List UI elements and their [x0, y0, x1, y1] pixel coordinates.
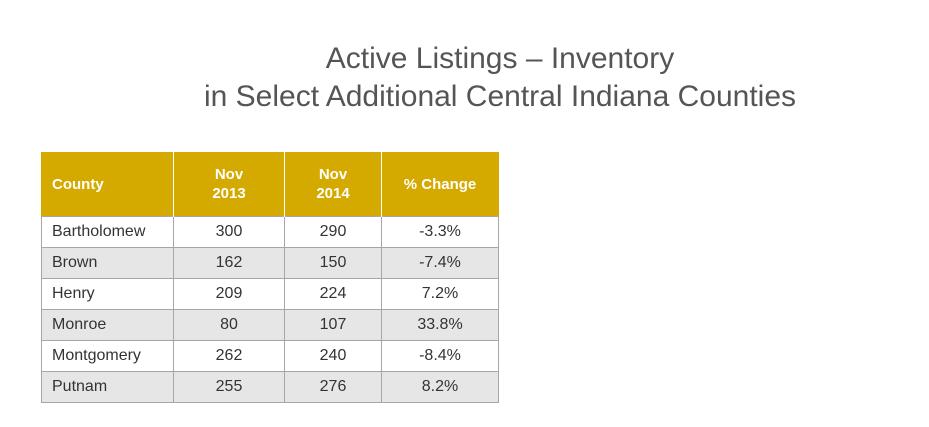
table-row: Brown 162 150 -7.4%	[41, 247, 499, 279]
cell-county: Putnam	[41, 371, 174, 403]
cell-percent-change: 8.2%	[381, 371, 499, 403]
cell-nov-2014: 276	[284, 371, 382, 403]
cell-county: Bartholomew	[41, 216, 174, 248]
table-row: Monroe 80 107 33.8%	[41, 309, 499, 341]
cell-nov-2013: 80	[173, 309, 285, 341]
cell-percent-change: 33.8%	[381, 309, 499, 341]
cell-percent-change: -8.4%	[381, 340, 499, 372]
header-nov-2014-month: Nov	[318, 166, 348, 183]
cell-nov-2014: 150	[284, 247, 382, 279]
table-row: Putnam 255 276 8.2%	[41, 371, 499, 403]
header-nov-2013-year: 2013	[212, 185, 246, 202]
table-row: Bartholomew 300 290 -3.3%	[41, 216, 499, 248]
cell-county: Henry	[41, 278, 174, 310]
cell-nov-2013: 209	[173, 278, 285, 310]
cell-percent-change: -7.4%	[381, 247, 499, 279]
cell-nov-2013: 262	[173, 340, 285, 372]
header-nov-2014-year: 2014	[316, 185, 350, 202]
slide-title-line-1: Active Listings – Inventory	[325, 42, 675, 75]
inventory-table: County Nov 2013 Nov 2014 % Change Bartho…	[41, 152, 499, 403]
cell-percent-change: 7.2%	[381, 278, 499, 310]
header-county: County	[41, 152, 174, 217]
cell-nov-2014: 107	[284, 309, 382, 341]
header-nov-2013: Nov 2013	[173, 152, 285, 217]
header-percent-change: % Change	[381, 152, 499, 217]
slide-title: Active Listings – Inventory in Select Ad…	[150, 40, 850, 116]
cell-county: Montgomery	[41, 340, 174, 372]
cell-nov-2013: 255	[173, 371, 285, 403]
cell-nov-2013: 162	[173, 247, 285, 279]
cell-nov-2014: 290	[284, 216, 382, 248]
cell-nov-2014: 224	[284, 278, 382, 310]
table-header-row: County Nov 2013 Nov 2014 % Change	[41, 152, 499, 217]
cell-county: Brown	[41, 247, 174, 279]
header-nov-2013-month: Nov	[214, 166, 244, 183]
header-nov-2014: Nov 2014	[284, 152, 382, 217]
cell-nov-2014: 240	[284, 340, 382, 372]
table-row: Montgomery 262 240 -8.4%	[41, 340, 499, 372]
cell-percent-change: -3.3%	[381, 216, 499, 248]
cell-nov-2013: 300	[173, 216, 285, 248]
slide-title-line-2: in Select Additional Central Indiana Cou…	[203, 80, 797, 113]
table-row: Henry 209 224 7.2%	[41, 278, 499, 310]
cell-county: Monroe	[41, 309, 174, 341]
